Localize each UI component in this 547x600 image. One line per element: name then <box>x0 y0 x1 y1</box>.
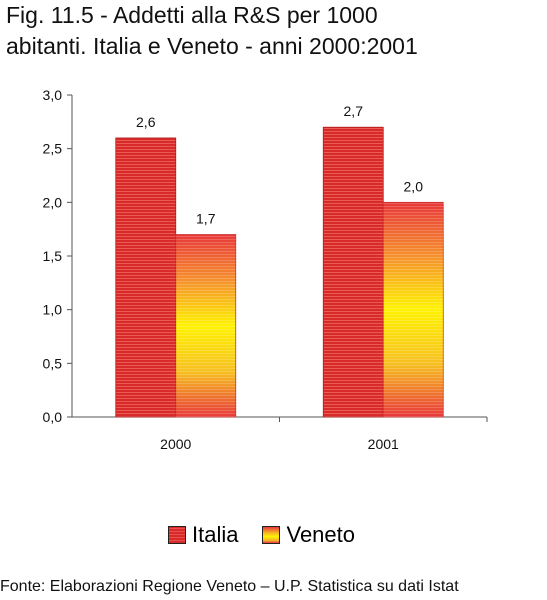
legend-swatch-italia <box>168 526 186 544</box>
legend-item-italia: Italia <box>168 522 238 548</box>
data-label-veneto-2001: 2,0 <box>404 178 424 194</box>
data-label-veneto-2000: 1,7 <box>196 211 216 227</box>
y-tick-label: 2,0 <box>43 194 63 210</box>
legend-label-veneto: Veneto <box>286 522 355 547</box>
y-tick-label: 1,5 <box>43 248 63 264</box>
y-tick-label: 0,0 <box>43 409 63 425</box>
data-label-italia-2000: 2,6 <box>136 114 156 130</box>
legend-swatch-veneto <box>262 526 281 544</box>
data-labels: 2,6 1,7 2,7 2,0 <box>136 103 423 226</box>
data-label-italia-2001: 2,7 <box>344 103 364 119</box>
x-tick-label: 2001 <box>368 436 399 452</box>
axes: 0,0 0,5 1,0 1,5 2,0 2,5 3,0 2000 2001 <box>43 87 488 452</box>
source-note: Fonte: Elaborazioni Regione Veneto – U.P… <box>0 578 459 595</box>
title-line-1: Fig. 11.5 - Addetti alla R&S per 1000 <box>6 2 378 28</box>
y-tick-label: 3,0 <box>43 87 63 103</box>
chart-title: Fig. 11.5 - Addetti alla R&S per 1000 ab… <box>6 0 541 62</box>
legend: Italia Veneto <box>168 522 379 548</box>
bars <box>115 126 444 418</box>
bar-texture-veneto-2001 <box>383 202 444 417</box>
x-tick-label: 2000 <box>160 436 191 452</box>
y-tick-label: 1,0 <box>43 302 63 318</box>
legend-label-italia: Italia <box>192 522 239 547</box>
bar-italia-2000 <box>115 137 177 418</box>
y-tick-label: 0,5 <box>43 355 63 371</box>
title-line-2: abitanti. Italia e Veneto - anni 2000:20… <box>6 33 418 59</box>
bar-italia-2001 <box>322 126 384 418</box>
legend-item-veneto: Veneto <box>262 522 355 548</box>
y-tick-label: 2,5 <box>43 141 63 157</box>
bar-texture-veneto-2000 <box>175 234 236 417</box>
